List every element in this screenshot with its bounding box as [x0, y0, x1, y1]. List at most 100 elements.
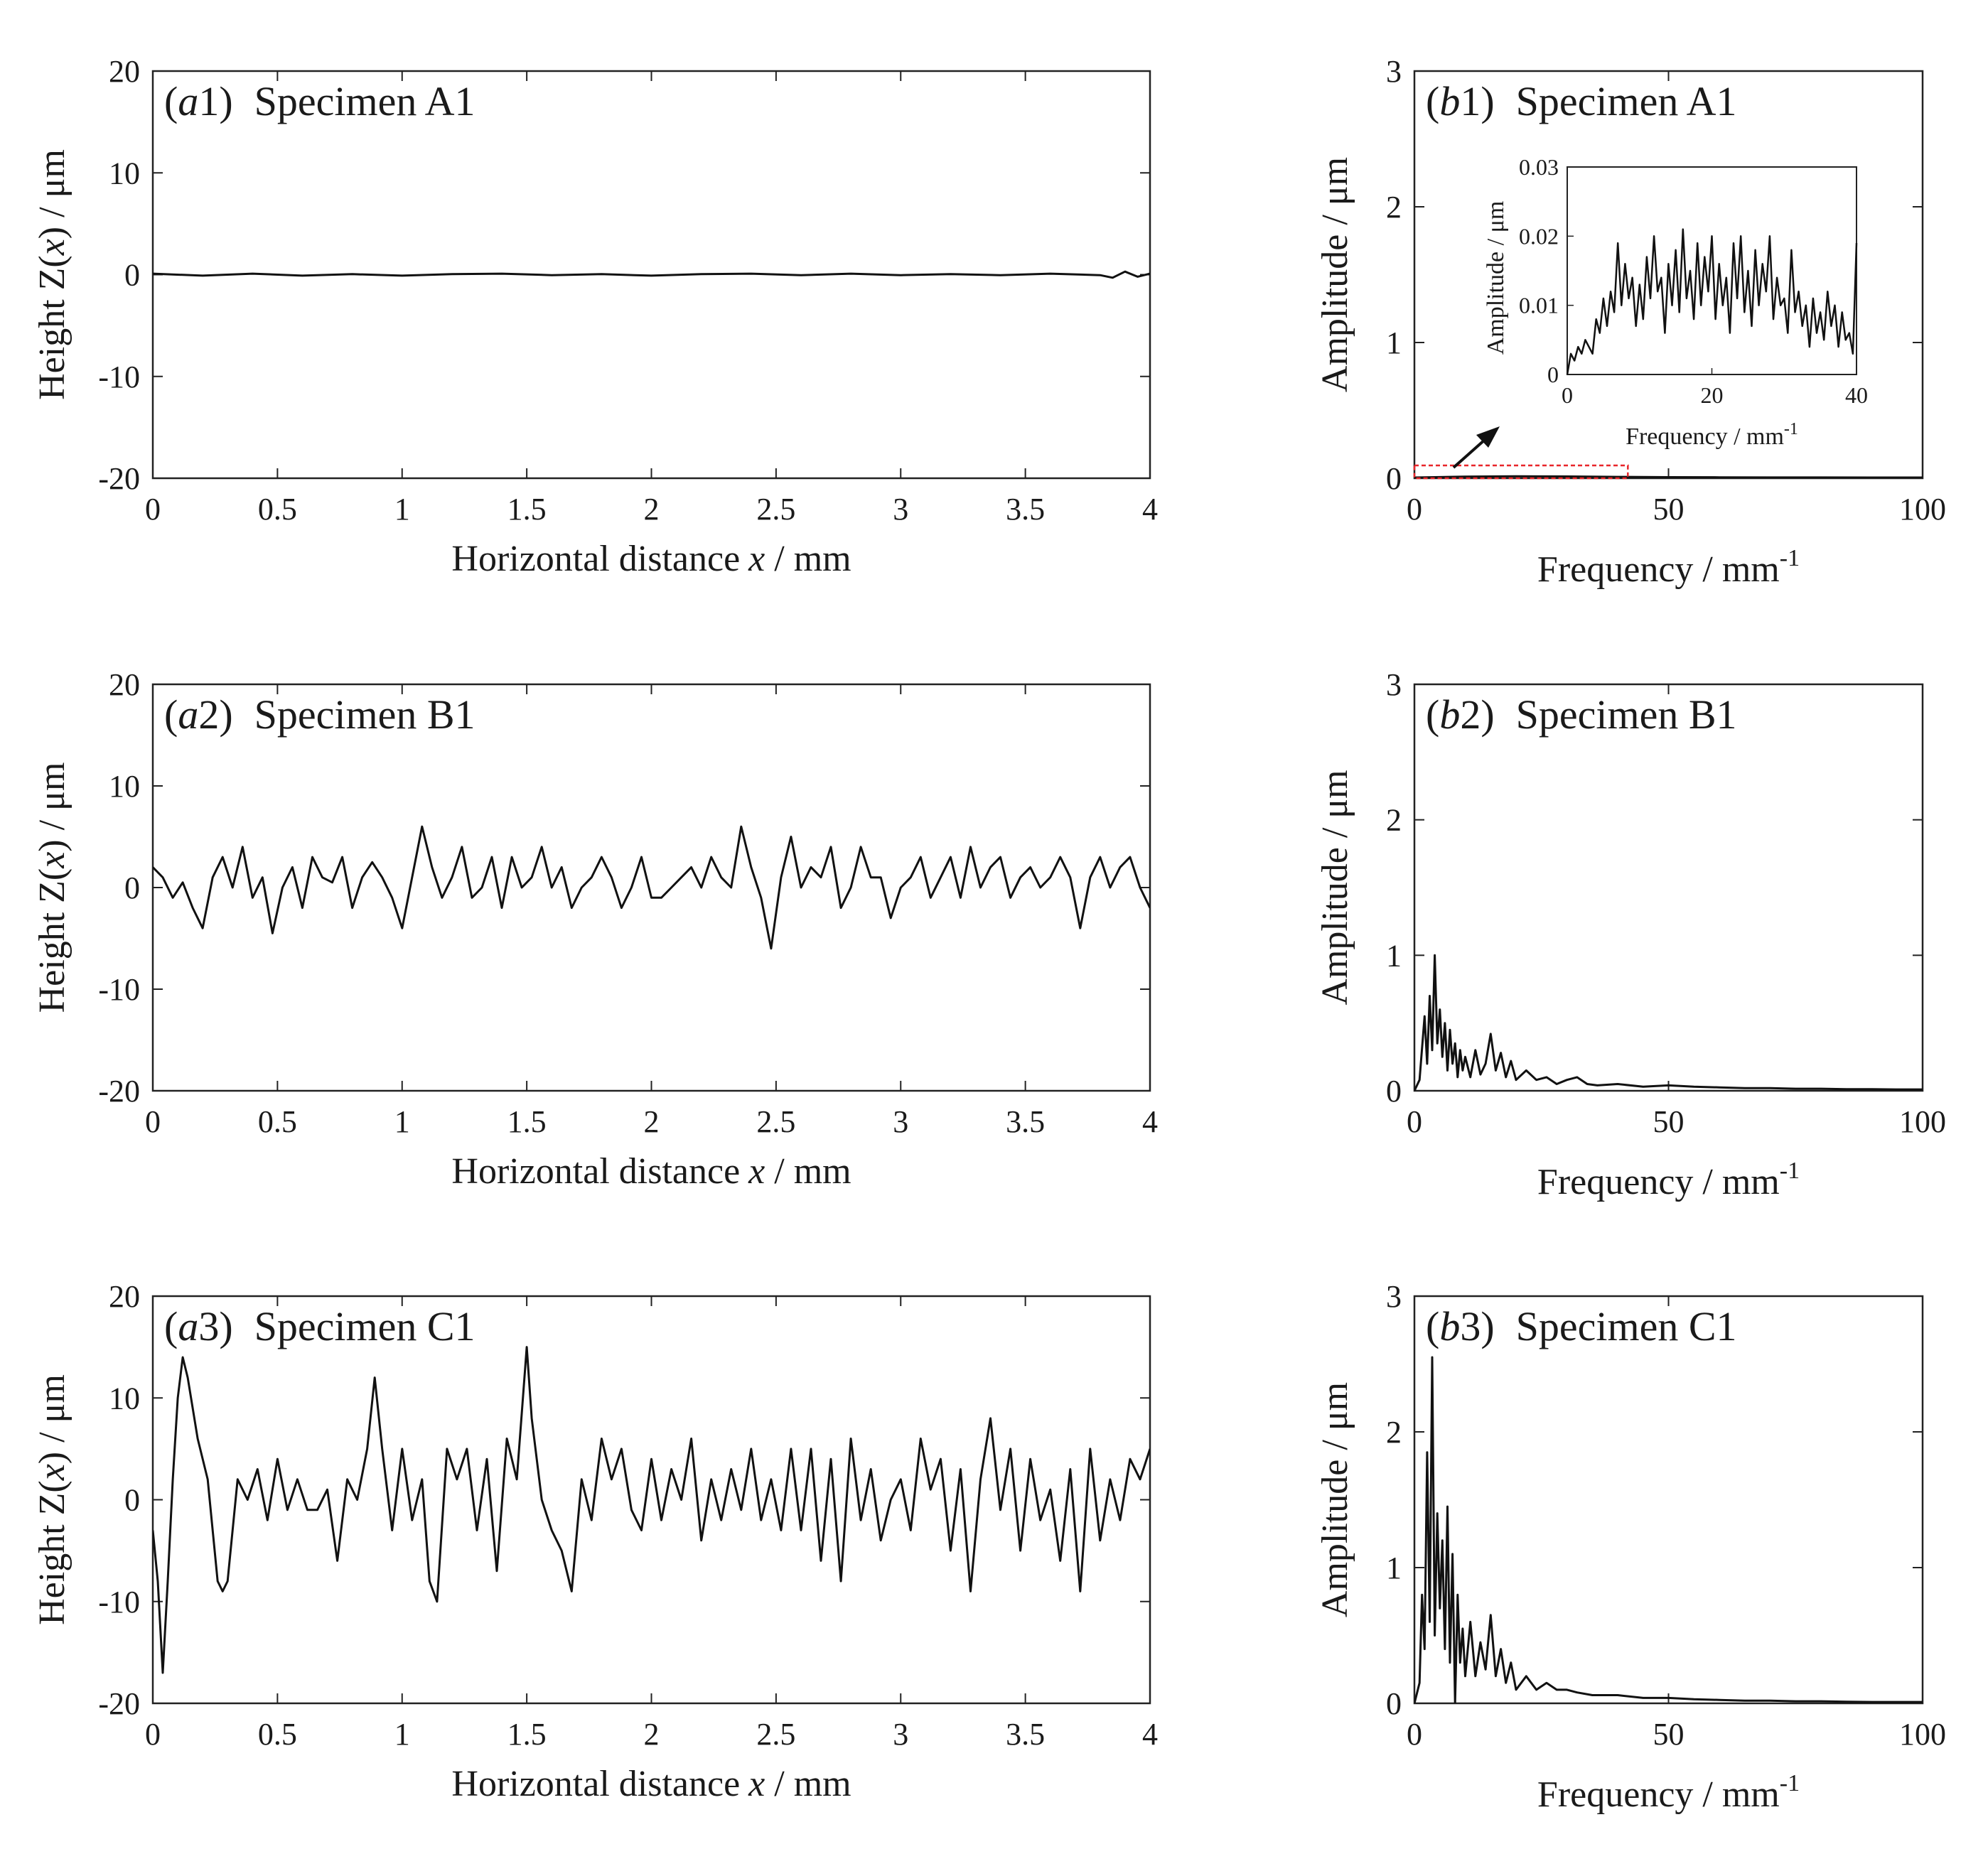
x-tick-label: 100: [1899, 492, 1946, 527]
panel-a3: 0 0.5 1 1.5 2 2.5 3 3.5 4 -20 -10 0 10 20 Horizontal d…: [32, 1279, 1158, 1804]
x-tick-label: 4: [1142, 1104, 1158, 1139]
x-tick-label: 1.5: [507, 492, 547, 527]
y-tick-label: -20: [98, 1074, 140, 1109]
y-tick-label: 10: [109, 769, 140, 804]
x-tick-label: 1: [394, 1104, 410, 1139]
y-tick-label: -20: [98, 1686, 140, 1721]
y-tick-label: 0: [124, 1483, 140, 1518]
plot-frame: [1413, 683, 1924, 1092]
x-tick-label: 100: [1899, 1717, 1946, 1752]
x-axis-label: Frequency / mm-1: [1537, 1158, 1800, 1202]
inset-y-tick-label: 0.02: [1519, 223, 1559, 249]
x-tick-label: 3: [893, 1104, 908, 1139]
inset-y-axis-label: Amplitude / μm: [1483, 201, 1509, 355]
x-tick-label: 50: [1653, 1717, 1685, 1752]
panel-a1: 0 0.5 1 1.5 2 2.5 3 3.5 4 -20 -10 0 10 20 Horizontal d…: [32, 54, 1158, 579]
inset-x-tick-label: 40: [1845, 382, 1868, 408]
x-tick-label: 100: [1899, 1104, 1946, 1139]
panel-label: (a2) Specimen B1: [164, 691, 475, 738]
y-tick-label: -10: [98, 972, 140, 1007]
x-tick-label: 3: [893, 492, 908, 527]
y-tick-label: 10: [109, 156, 140, 190]
inset-y-tick-label: 0.01: [1519, 293, 1559, 318]
y-axis-label: Amplitude / μm: [1315, 157, 1355, 392]
x-tick-label: 0.5: [258, 1104, 297, 1139]
y-tick-label: 10: [109, 1381, 140, 1416]
y-tick-label: 20: [109, 1279, 140, 1314]
y-tick-label: 20: [109, 54, 140, 89]
y-tick-label: 2: [1386, 803, 1402, 838]
inset-plot: 0 20 40 0 0.01 0.02 0.03 Frequency / mm-1 Amplit…: [1483, 154, 1868, 450]
y-tick-label: 3: [1386, 1279, 1402, 1314]
x-tick-label: 0: [145, 1717, 161, 1752]
y-tick-label: 0: [124, 870, 140, 905]
x-tick-label: 1.5: [507, 1104, 547, 1139]
x-tick-label: 2.5: [756, 492, 795, 527]
panel-b1: 0 50 100 0 1 2 3 Frequency / mm-1 Amplitude / μm…: [1315, 54, 1946, 590]
x-tick-label: 1: [394, 1717, 410, 1752]
plot-frame: [151, 683, 1151, 1092]
y-tick-label: 2: [1386, 190, 1402, 225]
x-tick-label: 0: [1407, 1104, 1422, 1139]
x-tick-label: 0: [145, 492, 161, 527]
panel-b2: 0 50 100 0 1 2 3 Frequency / mm-1 Amplitude / μm…: [1315, 667, 1946, 1202]
x-tick-label: 2.5: [756, 1104, 795, 1139]
y-tick-label: 0: [1386, 1074, 1402, 1109]
y-tick-label: 3: [1386, 54, 1402, 89]
y-tick-label: 1: [1386, 325, 1402, 360]
x-tick-label: 0: [1407, 1717, 1422, 1752]
inset-frame: [1567, 166, 1857, 375]
series-line: [1414, 1356, 1923, 1703]
y-axis-label: Amplitude / μm: [1315, 1382, 1355, 1617]
y-tick-label: 0: [124, 258, 140, 293]
inset-y-tick-label: 0.03: [1519, 154, 1559, 180]
inset-series-line: [1566, 228, 1858, 375]
y-tick-label: 2: [1386, 1415, 1402, 1450]
x-axis-label: Horizontal distance x / mm: [451, 1151, 851, 1192]
zoom-arrow-head: [1476, 426, 1500, 448]
x-tick-label: 3.5: [1006, 1104, 1045, 1139]
panel-b3: 0 50 100 0 1 2 3 Frequency / mm-1 Amplitude / μm…: [1315, 1279, 1946, 1815]
x-tick-label: 0.5: [258, 1717, 297, 1752]
x-tick-label: 1.5: [507, 1717, 547, 1752]
y-tick-label: 0: [1386, 461, 1402, 496]
plot-frame: [151, 1295, 1151, 1705]
y-tick-label: 1: [1386, 938, 1402, 973]
series-line: [1414, 475, 1923, 478]
series-line: [153, 1346, 1150, 1674]
inset-x-tick-label: 20: [1701, 382, 1724, 408]
panel-label: (b1) Specimen A1: [1426, 78, 1737, 124]
zoom-region-box: [1413, 464, 1629, 480]
x-tick-label: 4: [1142, 492, 1158, 527]
x-tick-label: 1: [394, 492, 410, 527]
x-tick-label: 4: [1142, 1717, 1158, 1752]
x-tick-label: 2.5: [756, 1717, 795, 1752]
y-tick-label: -20: [98, 461, 140, 496]
panel-label: (b3) Specimen C1: [1426, 1303, 1737, 1349]
y-tick-label: 20: [109, 667, 140, 702]
y-tick-label: -10: [98, 1585, 140, 1619]
x-axis-label: Horizontal distance x / mm: [451, 1764, 851, 1804]
x-tick-label: 2: [644, 492, 660, 527]
y-tick-label: 3: [1386, 667, 1402, 702]
panel-label: (a3) Specimen C1: [164, 1303, 475, 1349]
panel-a2: 0 0.5 1 1.5 2 2.5 3 3.5 4 -20 -10 0 10 20 Horizontal d…: [32, 667, 1158, 1192]
y-tick-label: -10: [98, 360, 140, 394]
y-axis-label: Amplitude / μm: [1315, 770, 1355, 1005]
x-tick-label: 3.5: [1006, 492, 1045, 527]
series-line: [1414, 954, 1923, 1091]
y-axis-label: Height Z(x) / μm: [32, 762, 72, 1013]
panel-label: (b2) Specimen B1: [1426, 691, 1737, 738]
y-tick-label: 0: [1386, 1686, 1402, 1721]
series-line: [153, 825, 1150, 950]
inset-x-tick-label: 0: [1562, 382, 1573, 408]
y-axis-label: Height Z(x) / μm: [32, 149, 72, 400]
plot-frame: [1413, 1295, 1924, 1705]
x-tick-label: 0: [145, 1104, 161, 1139]
inset-y-tick-label: 0: [1547, 362, 1559, 387]
x-tick-label: 3: [893, 1717, 908, 1752]
zoom-arrow: [1452, 438, 1487, 469]
x-tick-label: 0: [1407, 492, 1422, 527]
x-tick-label: 0.5: [258, 492, 297, 527]
